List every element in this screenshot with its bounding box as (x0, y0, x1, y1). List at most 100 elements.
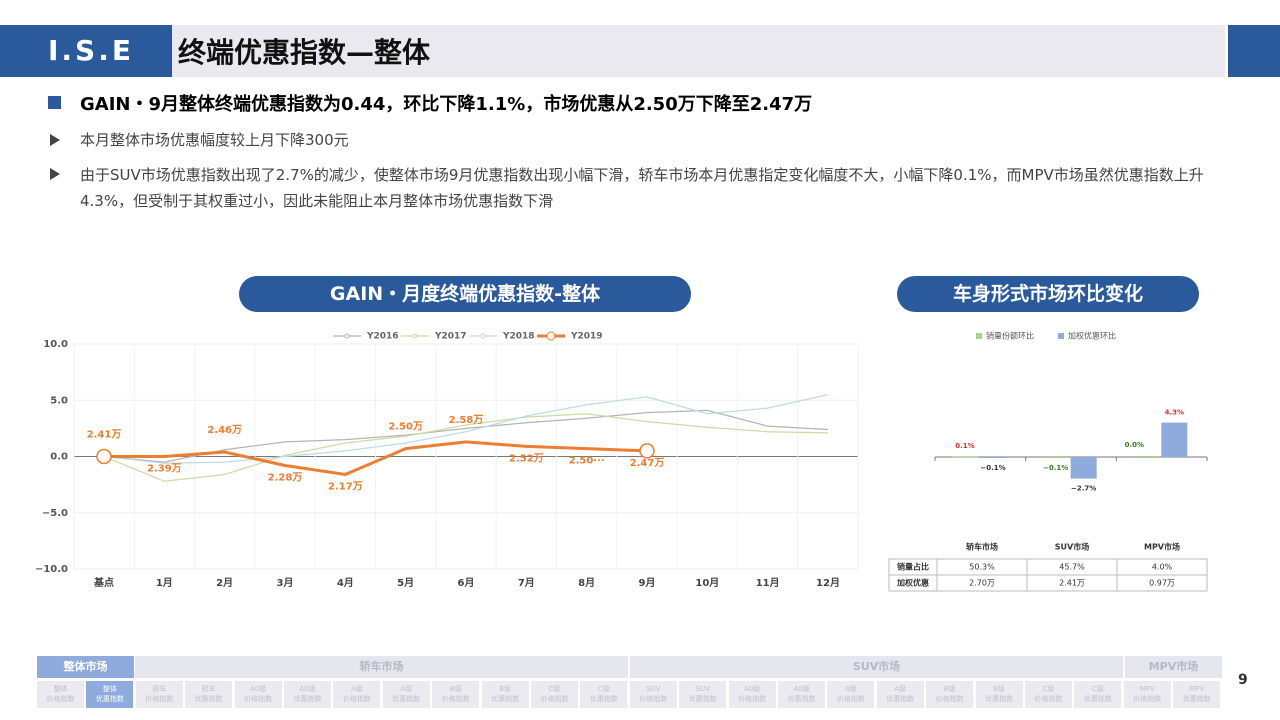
legend-label: Y2016 (366, 332, 399, 342)
table-header: SUV市场 (1055, 542, 1089, 552)
legend-marker (344, 333, 350, 339)
nav-tab-text: 价格指数 (935, 695, 964, 703)
nav-tab-text: A0级 (249, 685, 267, 693)
nav-tab[interactable]: 轿车 优惠指数 (185, 681, 233, 708)
nav-tab[interactable]: A级 优惠指数 (382, 681, 430, 708)
x-tick-label: 12月 (816, 577, 840, 589)
legend-label: 销量份额环比 (986, 331, 1034, 341)
nav-tab-text: B级 (993, 685, 1005, 693)
table-cell-text: 4.0% (1152, 563, 1173, 572)
chart-title: 车身形式市场环比变化 (897, 276, 1199, 312)
nav-tab-text: 优惠指数 (589, 695, 618, 703)
title-bar (172, 25, 1225, 77)
nav-tab[interactable]: A级 价格指数 (827, 681, 875, 708)
table-cell-text: 50.3% (969, 563, 995, 572)
nav-tab-text: 整体 (102, 685, 117, 693)
nav-tab-text: 价格指数 (145, 695, 174, 703)
nav-group[interactable]: 整体市场 (37, 656, 134, 678)
nav-tab-text: 优惠指数 (194, 695, 223, 703)
nav-tab[interactable]: MPV 价格指数 (1123, 681, 1171, 708)
nav-tab[interactable]: 整体 价格指数 (37, 681, 84, 708)
nav-tab[interactable]: C级优惠指数 (580, 681, 628, 708)
point-label: 2.47万 (630, 457, 665, 469)
table-cell-text: 0.97万 (1149, 579, 1175, 588)
x-tick-label: 1月 (156, 577, 173, 589)
nav-tab[interactable]: MPV 优惠指数 (1173, 681, 1221, 708)
point-label: 2.46万 (207, 424, 242, 436)
nav-tab[interactable]: 整体 优惠指数 (86, 681, 134, 708)
nav-tab[interactable]: B级 价格指数 (926, 681, 974, 708)
table-row-label: 销量占比 (897, 562, 929, 572)
nav-tab[interactable]: A0级价格指数 (234, 681, 282, 708)
headline-marker (48, 96, 61, 109)
legend-label: Y2017 (434, 332, 467, 342)
nav-group[interactable]: SUV市场 (630, 656, 1123, 678)
nav-tab[interactable]: C级价格指数 (531, 681, 578, 708)
nav-tab-text: 价格指数 (639, 695, 668, 703)
legend-swatch (1058, 333, 1064, 339)
point (96, 448, 112, 465)
x-tick-label: 9月 (639, 577, 656, 589)
point-label: 2.52万 (509, 452, 544, 464)
nav-tab-text: C级 (597, 685, 610, 693)
bar (1042, 457, 1069, 458)
y-tick-label: 5.0 (50, 395, 68, 406)
bar (1070, 457, 1097, 479)
nav-tab-text: 优惠指数 (95, 695, 124, 703)
nav-tab[interactable]: C级 优惠指数 (1074, 681, 1122, 708)
nav-tab-text: 优惠指数 (787, 695, 816, 703)
nav-tab-text: 优惠指数 (491, 695, 520, 703)
point-label: 2.58万 (449, 414, 484, 426)
nav-tab-text: 价格指数 (540, 695, 569, 703)
nav-tab-text: 价格指数 (244, 695, 273, 703)
nav-tab[interactable]: C级 价格指数 (1025, 681, 1072, 708)
table-cell-text: 45.7% (1059, 563, 1085, 572)
nav-tab[interactable]: A级 价格指数 (333, 681, 381, 708)
nav-tab[interactable]: SUV 价格指数 (629, 681, 677, 708)
nav-tab-text: 价格指数 (738, 695, 767, 703)
table-cell (1116, 574, 1208, 592)
nav-tab[interactable]: A0级 价格指数 (728, 681, 776, 708)
point-label: 2.39万 (147, 463, 182, 475)
bar-label: 0.0% (1125, 441, 1144, 449)
nav-tab-text: C级 (1042, 685, 1055, 693)
point-label: 2.41万 (87, 429, 122, 441)
nav-tab[interactable]: B级 价格指数 (432, 681, 480, 708)
headline: GAIN・9月整体终端优惠指数为0.44，环比下降1.1%，市场优惠从2.50万… (80, 94, 813, 115)
bullet-arrow (50, 134, 60, 146)
nav-tab-text: 整体 (53, 685, 68, 693)
legend-swatch (976, 333, 982, 339)
point-label: 2.17万 (328, 481, 363, 493)
nav-group[interactable]: MPV市场 (1125, 656, 1222, 678)
nav-tab[interactable]: A级优惠指数 (876, 681, 924, 708)
table-header: 轿车市场 (966, 542, 998, 552)
legend-label: Y2019 (570, 332, 603, 342)
nav-tab[interactable]: B级 优惠指数 (975, 681, 1023, 708)
nav-tab[interactable]: A0级 优惠指数 (778, 681, 825, 708)
nav-tab-text: 轿车 (201, 685, 216, 693)
nav-tab[interactable]: A0级 优惠指数 (284, 681, 331, 708)
nav-tab-text: 价格指数 (1133, 695, 1162, 703)
bar-label: −0.1% (1043, 464, 1068, 472)
nav-tab[interactable]: 轿车 价格指数 (135, 681, 183, 708)
x-tick-label: 3月 (277, 577, 294, 589)
y-tick-label: −10.0 (35, 564, 68, 575)
nav-tab-text: 优惠指数 (886, 695, 915, 703)
nav-tab-text: SUV (695, 685, 710, 693)
x-tick-label: 8月 (578, 577, 595, 589)
nav-tab-text: A级 (844, 685, 857, 693)
nav-tab-text: 优惠指数 (688, 695, 717, 703)
bullet-arrow (50, 168, 60, 180)
nav-tab[interactable]: SUV 优惠指数 (679, 681, 727, 708)
nav-tab[interactable]: B级优惠指数 (481, 681, 529, 708)
nav-tab-text: A级 (894, 685, 907, 693)
point-label: 2.50万 (388, 421, 423, 433)
nav-tab-text: 优惠指数 (1182, 695, 1211, 703)
nav-tab-text: B级 (499, 685, 511, 693)
bar (980, 457, 1006, 458)
corner-box (1228, 25, 1280, 77)
bullet: 由于SUV市场优惠指数出现了2.7%的减少，使整体市场9月优惠指数出现小幅下滑，… (80, 166, 1204, 210)
nav-tab-text: C级 (548, 685, 561, 693)
nav-group[interactable]: 轿车市场 (135, 656, 628, 678)
